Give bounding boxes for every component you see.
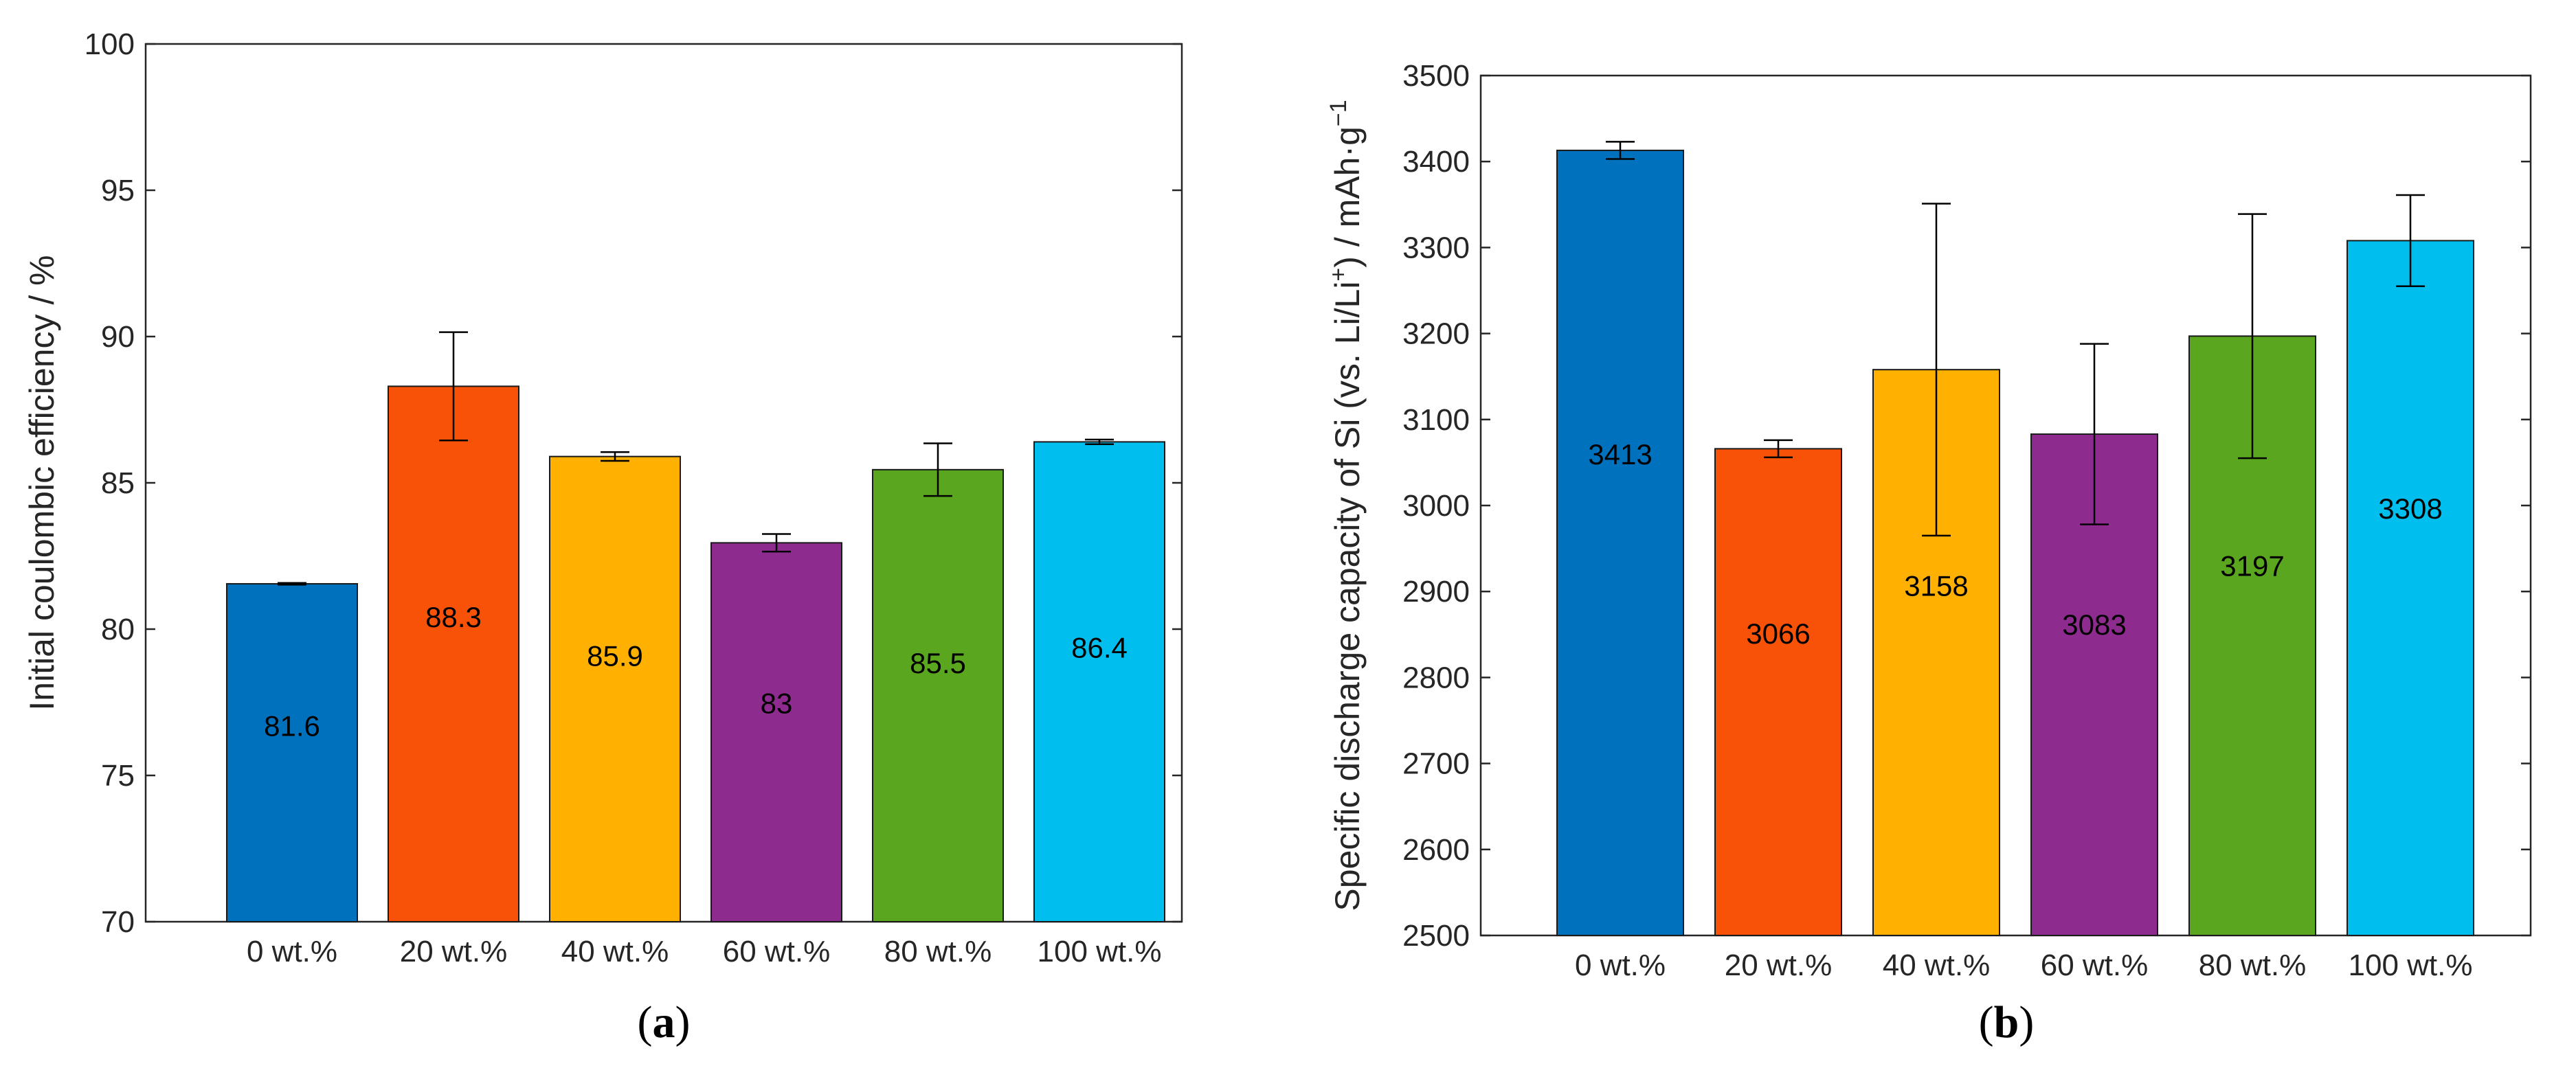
- chart-b-y-tick-label: 3200: [1402, 317, 1470, 351]
- chart-a-y-tick-label: 85: [101, 466, 135, 500]
- chart-b-y-tick-label: 2800: [1402, 661, 1470, 694]
- chart-a-bar: [388, 385, 519, 922]
- chart-b-y-axis: 2500 2600 2700 2800 2900 3000 3100 3200 3300 3400…: [1402, 59, 2531, 953]
- chart-a-caption: (a): [638, 997, 691, 1047]
- chart-b-x-tick-label: 80 wt.%: [2199, 949, 2307, 982]
- chart-b-bar: [2030, 433, 2158, 936]
- chart-a-x-tick-label: 40 wt.%: [561, 935, 669, 968]
- chart-b-y-tick-label: 3300: [1402, 231, 1470, 264]
- chart-b-bar-label: 3197: [2220, 549, 2284, 582]
- chart-a-bar: [549, 455, 681, 922]
- chart-b-y-tick-label: 3500: [1402, 59, 1470, 93]
- chart-a-x-tick-label: 0 wt.%: [247, 935, 337, 968]
- chart-b-y-tick-label: 2600: [1402, 833, 1470, 867]
- chart-b-x-tick-label: 40 wt.%: [1883, 949, 1991, 982]
- chart-b-y-tick-label: 2900: [1402, 575, 1470, 609]
- chart-b-x-axis: 0 wt.% 20 wt.% 40 wt.% 60 wt.% 80 wt.% 100 wt…: [1575, 949, 2473, 982]
- chart-b-bar-label: 3413: [1588, 438, 1652, 470]
- chart-a-bar-label: 88.3: [425, 601, 482, 633]
- chart-a-y-axis: 70 75 80 85 90 95 100: [85, 27, 1182, 939]
- chart-b-y-tick-label: 2700: [1402, 747, 1470, 781]
- chart-a-y-tick-label: 75: [101, 759, 135, 793]
- chart-b-x-tick-label: 100 wt.%: [2349, 949, 2473, 982]
- chart-b-bar-label: 3158: [1904, 570, 1968, 602]
- chart-b-y-tick-label: 2500: [1402, 919, 1470, 953]
- chart-a-x-tick-label: 60 wt.%: [723, 935, 831, 968]
- chart-a-y-tick-label: 90: [101, 320, 135, 354]
- chart-b-caption: (b): [1979, 997, 2035, 1047]
- chart-a-x-tick-label: 100 wt.%: [1038, 935, 1162, 968]
- chart-b: 2500 2600 2700 2800 2900 3000 3100 3200 3300 3400…: [1325, 59, 2532, 1047]
- chart-a-bars: 81.6 88.3 85.9 83 85.5 86.4: [226, 331, 1165, 922]
- chart-b-y-axis-label: Specific discharge capacity of Si (vs. L…: [1325, 100, 1367, 911]
- chart-a-bar: [1033, 441, 1165, 922]
- chart-b-bars: 3413 3066 3158 3083 3197 3308: [1556, 141, 2474, 937]
- chart-a-x-axis: 0 wt.% 20 wt.% 40 wt.% 60 wt.% 80 wt.% 100 wt…: [247, 935, 1162, 968]
- chart-b-bar-label: 3308: [2378, 492, 2442, 525]
- chart-a-bar-label: 83: [761, 688, 793, 720]
- chart-a-y-tick-label: 70: [101, 905, 135, 939]
- chart-a-x-tick-label: 20 wt.%: [400, 935, 508, 968]
- chart-a: 70 75 80 85 90 95 100 81.6 88.3 85.9 83 85.5 86.4 0…: [23, 27, 1183, 1047]
- chart-a-bar-label: 85.5: [910, 647, 966, 679]
- chart-a-bar-label: 81.6: [264, 709, 320, 742]
- chart-a-x-tick-label: 80 wt.%: [884, 935, 992, 968]
- chart-a-bar: [710, 542, 842, 922]
- chart-b-x-tick-label: 20 wt.%: [1725, 949, 1833, 982]
- chart-b-y-tick-label: 3100: [1402, 403, 1470, 437]
- chart-a-y-axis-label: Initial coulombic efficiency / %: [23, 255, 61, 710]
- chart-a-bar-label: 86.4: [1071, 632, 1128, 664]
- chart-a-bar-label: 85.9: [587, 639, 643, 672]
- chart-b-bar: [1714, 448, 1842, 936]
- chart-b-bar: [1556, 149, 1684, 937]
- chart-b-bar-label: 3066: [1746, 617, 1810, 650]
- chart-a-y-tick-label: 95: [101, 174, 135, 207]
- chart-a-bar: [226, 582, 358, 922]
- chart-a-y-tick-label: 80: [101, 613, 135, 646]
- chart-a-bar: [872, 468, 1004, 922]
- chart-b-y-tick-label: 3000: [1402, 489, 1470, 523]
- chart-b-x-tick-label: 0 wt.%: [1575, 949, 1666, 982]
- chart-a-y-tick-label: 100: [85, 27, 135, 61]
- chart-b-x-tick-label: 60 wt.%: [2041, 949, 2149, 982]
- chart-b-bar-label: 3083: [2062, 609, 2126, 641]
- chart-b-bar: [2347, 240, 2474, 937]
- chart-b-y-tick-label: 3400: [1402, 145, 1470, 179]
